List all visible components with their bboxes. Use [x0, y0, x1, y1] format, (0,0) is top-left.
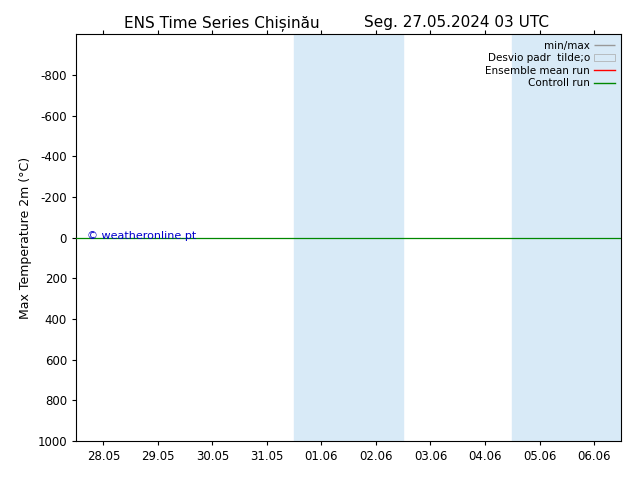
Bar — [512, 34, 621, 441]
Legend: min/max, Desvio padr  tilde;o, Ensemble mean run, Controll run: min/max, Desvio padr tilde;o, Ensemble m… — [481, 36, 619, 93]
Text: ENS Time Series Chișinău: ENS Time Series Chișinău — [124, 15, 320, 30]
Text: Seg. 27.05.2024 03 UTC: Seg. 27.05.2024 03 UTC — [364, 15, 549, 30]
Bar — [294, 34, 403, 441]
Y-axis label: Max Temperature 2m (°C): Max Temperature 2m (°C) — [19, 157, 32, 318]
Text: © weatheronline.pt: © weatheronline.pt — [87, 231, 197, 241]
